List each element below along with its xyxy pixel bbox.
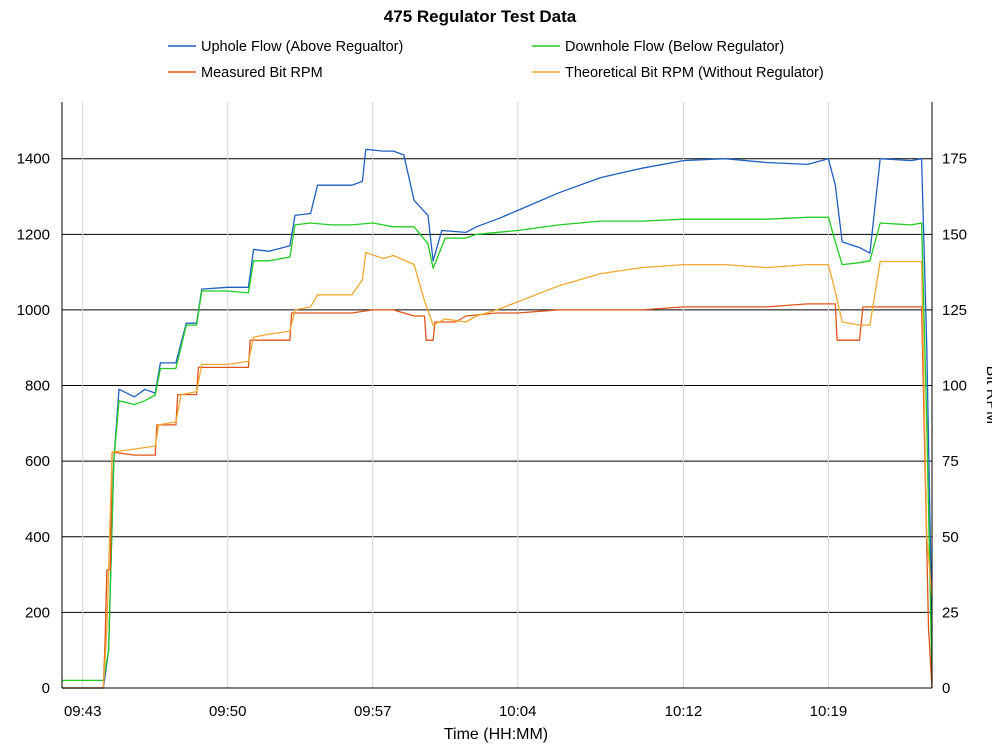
right-axis-label: Bit RPM <box>983 366 992 425</box>
left-axis-ticks: 0 200 400 600 800 1000 1200 1400 <box>17 151 50 697</box>
left-tick-label: 200 <box>25 604 50 621</box>
left-tick-label: 800 <box>25 378 50 395</box>
right-tick-label: 50 <box>942 529 959 546</box>
x-tick-label: 09:43 <box>64 703 102 720</box>
legend-label: Uphole Flow (Above Regualtor) <box>201 39 403 55</box>
right-tick-label: 100 <box>942 378 967 395</box>
x-tick-label: 10:19 <box>810 703 848 720</box>
plot-area <box>62 102 932 688</box>
series-line <box>62 148 933 689</box>
right-tick-label: 25 <box>942 604 959 621</box>
series-line <box>62 251 933 689</box>
grid <box>62 102 932 688</box>
x-tick-label: 09:50 <box>209 703 247 720</box>
right-tick-label: 150 <box>942 226 967 243</box>
x-axis-label: Time (HH:MM) <box>444 726 548 743</box>
legend-label: Downhole Flow (Below Regulator) <box>565 39 784 55</box>
series-line <box>62 303 933 689</box>
x-tick-label: 09:57 <box>354 703 392 720</box>
left-tick-label: 1000 <box>17 302 50 319</box>
series-layer <box>62 148 933 689</box>
right-tick-label: 125 <box>942 302 967 319</box>
x-tick-label: 10:12 <box>665 703 703 720</box>
right-tick-label: 75 <box>942 453 959 470</box>
axes <box>61 102 933 689</box>
left-tick-label: 0 <box>42 680 50 697</box>
legend-label: Measured Bit RPM <box>201 65 323 81</box>
right-tick-label: 175 <box>942 151 967 168</box>
x-tick-label: 10:04 <box>499 703 537 720</box>
chart-title: 475 Regulator Test Data <box>384 7 577 26</box>
left-tick-label: 1200 <box>17 226 50 243</box>
x-axis-ticks: 09:43 09:50 09:57 10:04 10:12 10:19 <box>64 703 847 720</box>
legend: Uphole Flow (Above Regualtor) Downhole Fl… <box>168 39 824 81</box>
left-tick-label: 600 <box>25 453 50 470</box>
left-tick-label: 1400 <box>17 151 50 168</box>
right-axis-ticks: 0 25 50 75 100 125 150 175 <box>942 151 967 697</box>
right-tick-label: 0 <box>942 680 950 697</box>
series-line <box>62 216 933 682</box>
legend-label: Theoretical Bit RPM (Without Regulator) <box>565 65 824 81</box>
left-tick-label: 400 <box>25 529 50 546</box>
